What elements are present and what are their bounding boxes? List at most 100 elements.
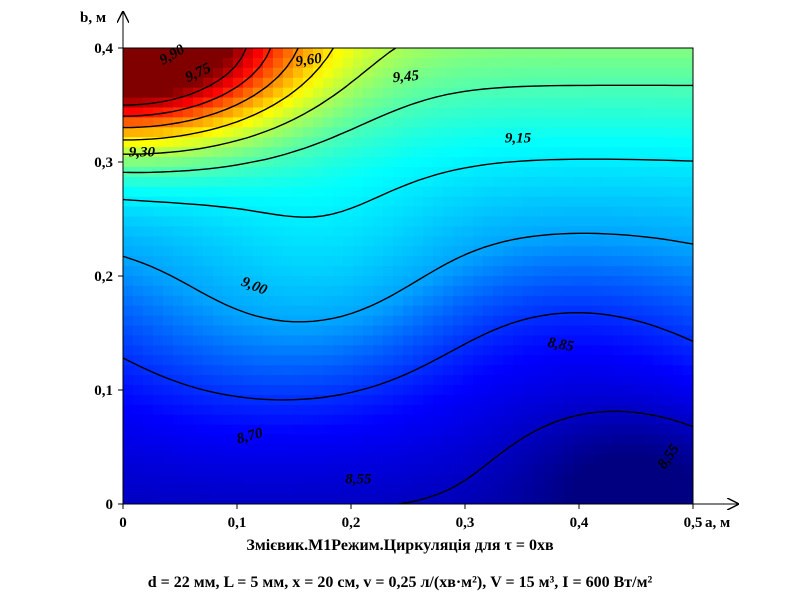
heatmap-cell: [493, 295, 504, 307]
heatmap-cell: [203, 424, 214, 436]
heatmap-cell: [373, 176, 384, 188]
heatmap-cell: [603, 355, 614, 366]
heatmap-cell: [603, 176, 614, 188]
heatmap-cell: [193, 166, 204, 178]
heatmap-cell: [463, 285, 474, 297]
heatmap-cell: [603, 186, 614, 198]
heatmap-cell: [343, 335, 354, 346]
heatmap-cell: [473, 186, 484, 198]
heatmap-cell: [293, 325, 304, 337]
heatmap-cell: [493, 117, 504, 128]
heatmap-cell: [223, 414, 234, 426]
heatmap-cell: [423, 434, 434, 446]
heatmap-cell: [293, 474, 304, 485]
heatmap-cell: [133, 404, 144, 416]
heatmap-cell: [243, 474, 254, 485]
heatmap-cell: [243, 276, 254, 287]
heatmap-cell: [483, 335, 494, 346]
heatmap-cell: [663, 107, 674, 118]
heatmap-cell: [413, 494, 424, 504]
heatmap-cell: [493, 285, 504, 297]
heatmap-cell: [643, 276, 654, 287]
heatmap-cell: [583, 335, 594, 346]
heatmap-cell: [123, 226, 134, 237]
heatmap-cell: [503, 434, 514, 446]
heatmap-cell: [623, 355, 634, 366]
heatmap-cell: [453, 305, 464, 317]
heatmap-cell: [433, 87, 444, 99]
heatmap-cell: [473, 107, 484, 118]
heatmap-cell: [493, 57, 504, 69]
heatmap-cell: [573, 206, 584, 218]
heatmap-cell: [543, 236, 554, 247]
heatmap-cell: [563, 176, 574, 188]
heatmap-cell: [443, 206, 454, 218]
heatmap-cell: [223, 196, 234, 208]
heatmap-cell: [163, 315, 174, 327]
heatmap-cell: [633, 246, 644, 257]
heatmap-cell: [413, 404, 424, 416]
heatmap-cell: [403, 127, 414, 138]
heatmap-cell: [263, 365, 274, 376]
heatmap-cell: [663, 226, 674, 237]
heatmap-cell: [313, 256, 324, 267]
heatmap-cell: [123, 127, 134, 138]
heatmap-cell: [203, 444, 214, 456]
heatmap-cell: [173, 107, 184, 118]
heatmap-cell: [553, 444, 564, 456]
heatmap-cell: [633, 87, 644, 99]
heatmap-cell: [423, 355, 434, 366]
heatmap-cell: [173, 365, 184, 376]
heatmap-cell: [683, 434, 693, 446]
heatmap-cell: [443, 404, 454, 416]
heatmap-cell: [273, 77, 284, 89]
heatmap-cell: [133, 67, 144, 79]
heatmap-cell: [683, 385, 693, 396]
heatmap-cell: [553, 365, 564, 376]
heatmap-cell: [353, 206, 364, 218]
heatmap-cell: [563, 305, 574, 317]
heatmap-cell: [283, 147, 294, 158]
heatmap-cell: [443, 48, 454, 59]
heatmap-cell: [653, 127, 664, 138]
heatmap-cell: [623, 206, 634, 218]
heatmap-cell: [313, 305, 324, 317]
heatmap-cell: [143, 127, 154, 138]
heatmap-cell: [543, 87, 554, 99]
heatmap-cell: [323, 127, 334, 138]
heatmap-cell: [493, 365, 504, 376]
heatmap-cell: [333, 494, 344, 504]
heatmap-cell: [313, 48, 324, 59]
heatmap-cell: [303, 87, 314, 99]
heatmap-cell: [443, 256, 454, 267]
heatmap-cell: [583, 285, 594, 297]
heatmap-cell: [473, 494, 484, 504]
heatmap-cell: [683, 87, 693, 99]
heatmap-cell: [613, 246, 624, 257]
heatmap-cell: [383, 256, 394, 267]
heatmap-cell: [173, 236, 184, 247]
contour-value-label: 8,55: [345, 471, 372, 487]
heatmap-cell: [183, 295, 194, 307]
x-tick-label: 0,1: [228, 515, 247, 531]
heatmap-cell: [623, 266, 634, 277]
heatmap-cell: [263, 186, 274, 198]
heatmap-cell: [503, 355, 514, 366]
heatmap-cell: [633, 117, 644, 128]
heatmap-cell: [383, 127, 394, 138]
heatmap-cell: [533, 355, 544, 366]
heatmap-cell: [363, 385, 374, 396]
heatmap-cell: [683, 464, 693, 475]
heatmap-cell: [233, 166, 244, 178]
heatmap-cell: [643, 494, 654, 504]
heatmap-cell: [193, 464, 204, 475]
heatmap-cell: [193, 305, 204, 317]
heatmap-cell: [403, 236, 414, 247]
heatmap-cell: [363, 345, 374, 356]
heatmap-cell: [613, 295, 624, 307]
heatmap-cell: [303, 236, 314, 247]
heatmap-cell: [533, 166, 544, 178]
heatmap-cell: [223, 325, 234, 337]
heatmap-cell: [653, 335, 664, 346]
heatmap-cell: [193, 137, 204, 148]
